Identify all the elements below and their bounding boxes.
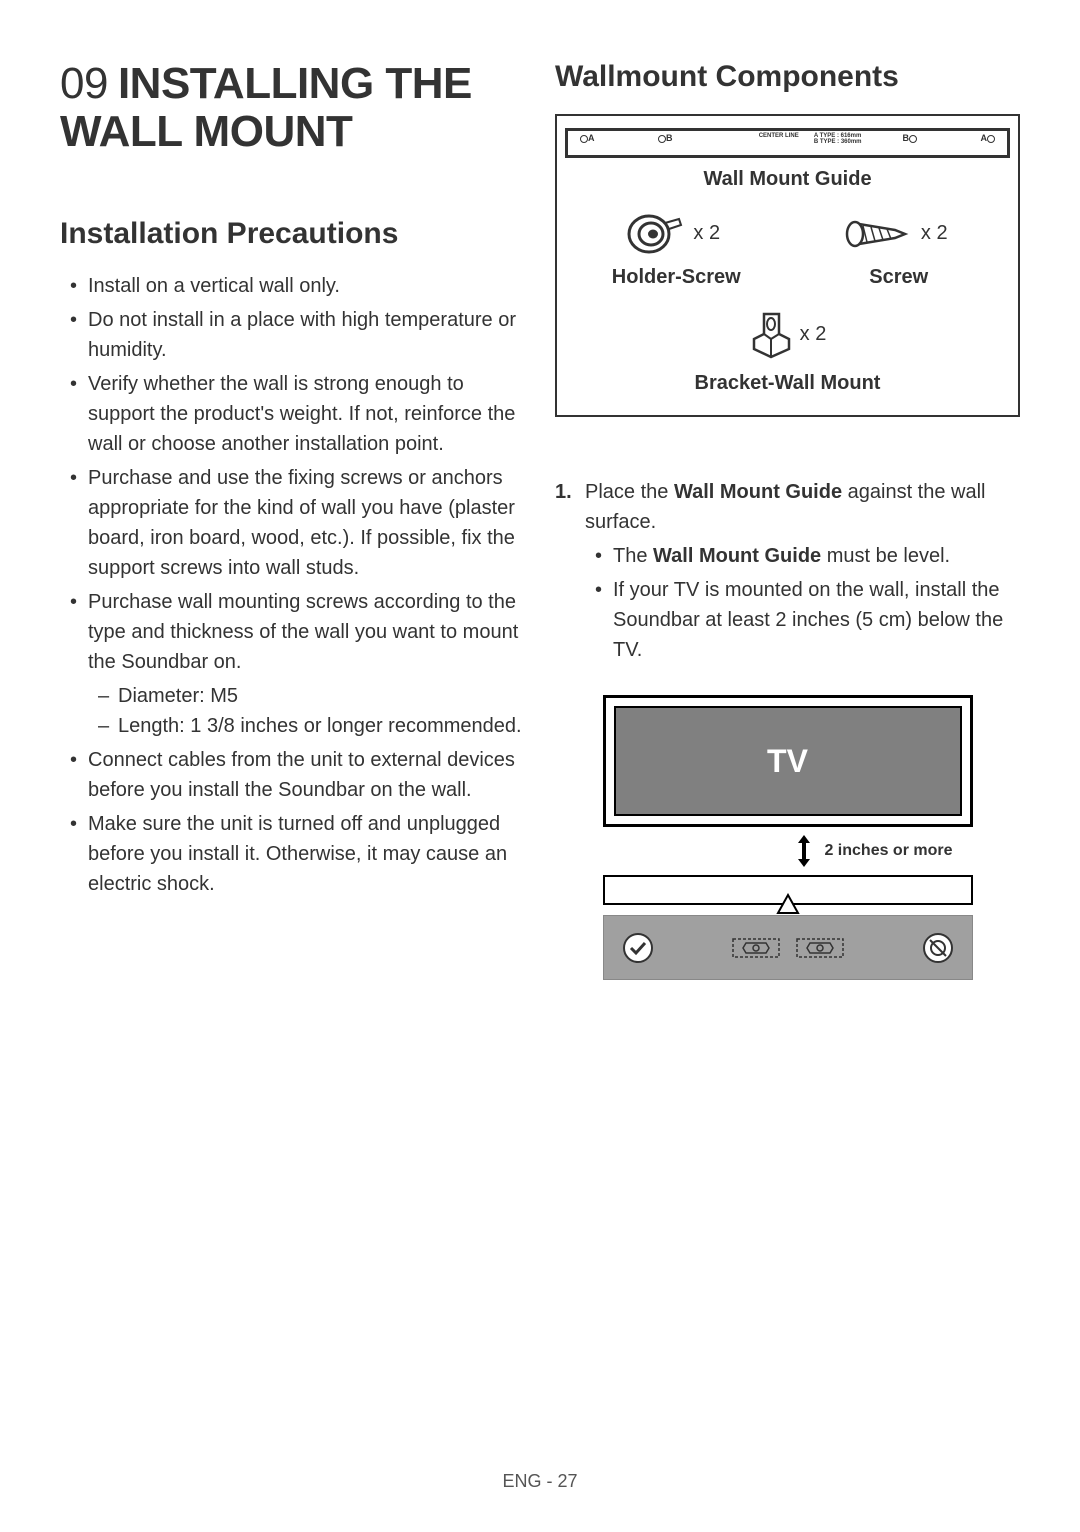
gap-label: 2 inches or more: [824, 842, 952, 860]
bracket-slot-icon: [731, 933, 781, 963]
tv-frame: TV: [603, 695, 973, 827]
component-labels-row: Holder-Screw Screw: [565, 266, 1010, 289]
bracket-qty: x 2: [800, 323, 827, 346]
holder-screw-qty: x 2: [693, 222, 720, 245]
step-1-sub-bullets: The Wall Mount Guide must be level. If y…: [585, 541, 1020, 665]
screw-qty: x 2: [921, 222, 948, 245]
bracket-icon: [749, 309, 794, 359]
precautions-heading: Installation Precautions: [60, 217, 525, 251]
holder-screw-icon: [627, 211, 687, 256]
precautions-list: Install on a vertical wall only. Do not …: [60, 271, 525, 899]
components-box: A B CENTER LINE A TYPE : 616mm B TYPE : …: [555, 114, 1020, 417]
mount-hole-icon: [922, 932, 954, 964]
list-item: Verify whether the wall is strong enough…: [88, 369, 525, 459]
page-footer: ENG - 27: [0, 1471, 1080, 1492]
section-number: 09: [60, 59, 108, 108]
step-number: 1.: [555, 477, 572, 507]
holder-screw-item: x 2: [627, 211, 720, 256]
list-item: Purchase and use the fixing screws or an…: [88, 463, 525, 583]
list-item: Make sure the unit is turned off and unp…: [88, 809, 525, 899]
tv-mounting-diagram: TV 2 inches or more: [603, 695, 973, 980]
list-item: Purchase wall mounting screws according …: [88, 587, 525, 741]
bracket-row: x 2: [565, 309, 1010, 364]
wall-mount-guide-strip: [603, 915, 973, 980]
guide-label: Wall Mount Guide: [565, 168, 1010, 191]
sub-bullet: The Wall Mount Guide must be level.: [613, 541, 1020, 571]
mount-hole-icon: [622, 932, 654, 964]
list-item: Do not install in a place with high temp…: [88, 305, 525, 365]
screw-icon: [845, 214, 915, 254]
holder-screw-label: Holder-Screw: [565, 266, 788, 289]
gap-indicator: 2 inches or more: [603, 833, 973, 869]
left-column: 09INSTALLING THE WALL MOUNT Installation…: [60, 60, 525, 980]
components-heading: Wallmount Components: [555, 60, 1020, 94]
components-row-1: x 2 x 2: [565, 211, 1010, 256]
wall-mount-guide-diagram: A B CENTER LINE A TYPE : 616mm B TYPE : …: [565, 128, 1010, 158]
tv-screen: TV: [614, 706, 962, 816]
main-heading: 09INSTALLING THE WALL MOUNT: [60, 60, 525, 157]
bracket-slot-icon: [795, 933, 845, 963]
right-column: Wallmount Components A B CENTER LINE A T…: [555, 60, 1020, 980]
screw-label: Screw: [788, 266, 1011, 289]
list-item: Connect cables from the unit to external…: [88, 745, 525, 805]
list-item: Install on a vertical wall only.: [88, 271, 525, 301]
pointer-triangle-icon: [776, 893, 800, 915]
tv-label: TV: [767, 743, 808, 780]
sub-bullet: If your TV is mounted on the wall, insta…: [613, 575, 1020, 665]
spec-item: Diameter: M5: [118, 681, 525, 711]
spec-item: Length: 1 3/8 inches or longer recommend…: [118, 711, 525, 741]
section-title: INSTALLING THE WALL MOUNT: [60, 59, 472, 156]
screw-specs: Diameter: M5 Length: 1 3/8 inches or lon…: [88, 681, 525, 741]
double-arrow-icon: [794, 833, 814, 869]
install-steps: 1. Place the Wall Mount Guide against th…: [555, 477, 1020, 665]
screw-item: x 2: [845, 214, 948, 254]
bracket-label: Bracket-Wall Mount: [565, 372, 1010, 395]
step-1: 1. Place the Wall Mount Guide against th…: [585, 477, 1020, 665]
